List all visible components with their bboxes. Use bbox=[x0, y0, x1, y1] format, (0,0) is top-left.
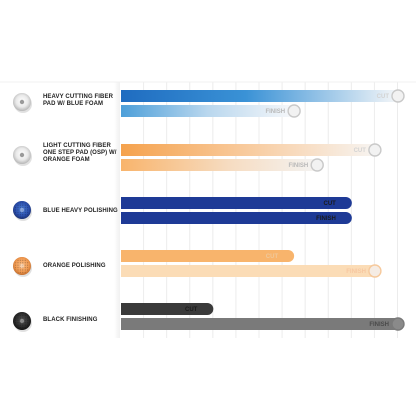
bar-rect bbox=[121, 105, 295, 117]
bar-label: FINISH bbox=[265, 109, 285, 115]
bar-rect bbox=[121, 318, 398, 330]
bar-end-cap bbox=[368, 143, 382, 157]
bar-left-edge bbox=[121, 250, 129, 262]
pad-label-line: PAD W/ BLUE FOAM bbox=[43, 101, 104, 107]
bar-left-edge bbox=[121, 303, 129, 315]
bar-rect bbox=[121, 197, 352, 209]
pad-label-line: ONE STEP PAD (OSP) W/ bbox=[43, 150, 117, 156]
bar-label: FINISH bbox=[289, 163, 309, 169]
pad-icons bbox=[13, 93, 32, 332]
black-foam-pad-icon bbox=[13, 312, 32, 332]
pad-label: ORANGE POLISHING bbox=[43, 263, 106, 270]
bar-label: FINISH bbox=[346, 269, 366, 275]
bar-finish: FINISH bbox=[121, 264, 382, 278]
bar-cut: CUT bbox=[121, 197, 352, 209]
bar-label: FINISH bbox=[369, 322, 389, 328]
bar-cut: CUT bbox=[121, 89, 405, 103]
bar-finish: FINISH bbox=[121, 212, 352, 224]
grid-lines bbox=[0, 81, 416, 338]
bar-label: CUT bbox=[185, 307, 198, 313]
pad-label: BLUE HEAVY POLISHING bbox=[43, 208, 118, 215]
bar-end-cap bbox=[391, 317, 405, 331]
bar-rect bbox=[121, 265, 375, 277]
bar-finish: FINISH bbox=[121, 158, 324, 172]
bar-label: CUT bbox=[323, 201, 336, 207]
bar-end-cap bbox=[287, 104, 301, 118]
white-fiber-pad-icon bbox=[13, 146, 32, 166]
bar-end-cap bbox=[368, 264, 382, 278]
bar-finish: FINISH bbox=[121, 104, 301, 118]
bar-cut: CUT bbox=[121, 250, 295, 262]
bar-left-edge bbox=[121, 197, 129, 209]
pad-label: BLACK FINISHING bbox=[43, 317, 98, 324]
bar-label: FINISH bbox=[316, 216, 336, 222]
panel-divider bbox=[114, 82, 120, 338]
bar-end-cap bbox=[391, 89, 405, 103]
bar-left-edge bbox=[121, 212, 129, 224]
bar-end-cap bbox=[310, 158, 324, 172]
pad-label-line: BLACK FINISHING bbox=[43, 317, 98, 323]
bar-cut: CUT bbox=[121, 303, 214, 315]
bar-rect bbox=[121, 303, 214, 315]
bar-rect bbox=[121, 159, 318, 171]
bar-label: CUT bbox=[377, 94, 390, 100]
bar-rect bbox=[121, 250, 295, 262]
bar-rect bbox=[121, 90, 398, 102]
blue-foam-pad-icon bbox=[13, 201, 32, 221]
bar-rect bbox=[121, 144, 375, 156]
bars: CUT FINISH CUT FINISH CUT FINISH CUT FINISH CUT F… bbox=[121, 89, 405, 331]
pad-label-line: HEAVY CUTTING FIBER bbox=[43, 94, 114, 100]
white-fiber-pad-icon bbox=[13, 93, 32, 113]
pad-label-line: BLUE HEAVY POLISHING bbox=[43, 208, 118, 214]
pad-label: LIGHT CUTTING FIBER ONE STEP PAD (OSP) W/… bbox=[43, 143, 117, 164]
pad-label-line: ORANGE FOAM bbox=[43, 157, 90, 163]
pad-label-line: LIGHT CUTTING FIBER bbox=[43, 143, 111, 149]
pad-label: HEAVY CUTTING FIBER PAD W/ BLUE FOAM bbox=[43, 94, 113, 108]
bar-label: CUT bbox=[266, 254, 279, 260]
orange-foam-pad-icon bbox=[13, 257, 32, 277]
pad-label-line: ORANGE POLISHING bbox=[43, 263, 106, 269]
bar-finish: FINISH bbox=[121, 317, 405, 331]
bar-label: CUT bbox=[354, 148, 367, 154]
bar-rect bbox=[121, 212, 352, 224]
bar-cut: CUT bbox=[121, 143, 382, 157]
